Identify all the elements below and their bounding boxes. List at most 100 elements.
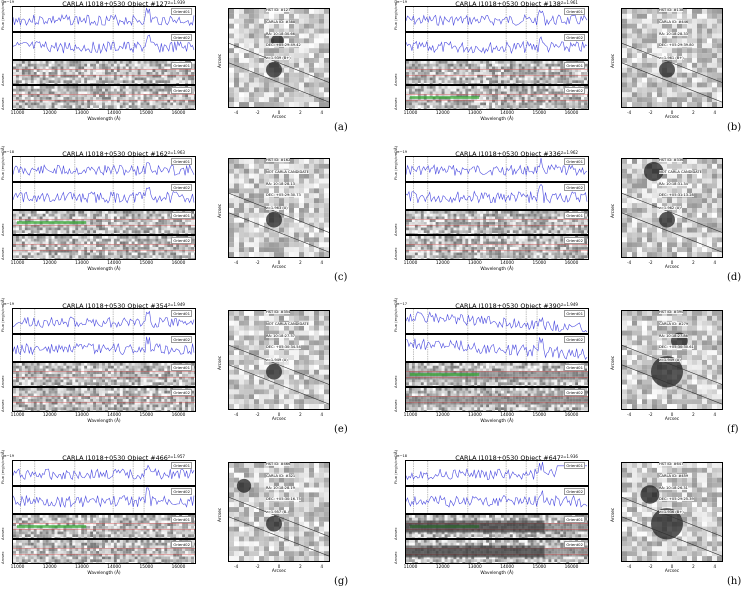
wavelength-tick-label: 13000 [75,565,89,570]
spectrum-orient02: Orient02 [405,486,589,514]
orient02-label: Orient02 [171,237,192,244]
cutout-image [622,463,722,561]
cutout-tick-label: 4 [320,110,324,115]
spectrum-orient02: Orient02 [12,32,196,60]
wavelength-tick-label: 15000 [532,413,547,418]
cutout-tick-label: 4 [320,260,324,265]
hst-cutout [228,310,330,410]
cutout-tick-label: 0 [277,260,281,265]
2d-spectrum-orient02: Orient02 [12,85,196,110]
panel-title: CARLA J1018+0530 Object #138 [455,0,561,8]
wavelength-tick-label: 12000 [42,565,57,570]
wavelength-tick-label: 11000 [403,413,418,418]
cutout-tick-label: 2 [299,110,302,115]
flux-axis-label: Flux (erg/s/cm²/Å) [393,449,398,484]
2d-spectrum-image-1 [406,363,588,386]
arcsec-axis-label: Arcsec [393,527,398,540]
object-info-line: z=1.957 (B-) [266,510,289,514]
panel-letter: (b) [727,122,742,133]
cutout-tick-label: 0 [670,260,674,265]
object-info-line: DEC: +05:30:34.54 [266,345,301,349]
cutout-y-axis-label: Arcsec [611,355,616,370]
wavelength-ticks: 11000 12000 13000 14000 15000 16000 [11,111,196,119]
object-info-line: HST ID: #647 [659,462,684,466]
wavelength-tick-label: 11000 [10,413,25,418]
wavelength-tick-label: 13000 [75,413,89,418]
2d-spectrum-orient01: Orient01 [12,514,196,539]
wavelength-tick-label: 14000 [107,261,121,266]
spectrum-plot-1 [13,461,195,485]
spectrum-plot-2 [13,487,195,513]
2d-spectrum-orient01: Orient01 [405,362,589,387]
wavelength-tick-label: 12000 [42,111,57,116]
panel-title: CARLA J1018+0530 Object #390 [455,302,561,310]
wavelength-tick-label: 14000 [107,413,121,418]
spectrum-orient02: Orient02 [405,334,589,362]
wavelength-tick-label: 15000 [139,111,154,116]
cutout-image [229,311,329,409]
object-info-line: z=1.939 (B+) [266,56,291,60]
flux-exponent: 1e−19 [2,0,15,4]
orient01-label: Orient01 [564,310,585,317]
cutout-tick-label: -2 [648,412,653,417]
flux-axis-label: Flux (erg/s/cm²/Å) [393,297,398,332]
panel-redshift: z=1.957 [168,454,185,459]
object-info-line: DEC: +05:30:30.61 [659,345,694,349]
wavelength-axis-label: Wavelength (Å) [480,117,514,122]
cutout-tick-label: 4 [713,564,717,569]
panel-title: CARLA J1018+0530 Object #127 [62,0,168,8]
spectrum-plot-2 [406,335,588,361]
wavelength-tick-label: 13000 [75,111,89,116]
2d-spectrum-orient02: Orient02 [405,387,589,412]
cutout-y-axis-label: Arcsec [218,355,223,370]
panel-redshift: z=1.961 [561,0,578,5]
flux-axis-label: Flux (erg/s/cm²/Å) [0,0,5,30]
cutout-ticks: -4 -2 0 2 4 [228,110,330,116]
object-info-line: z=1.949 (A) [266,358,288,362]
arcsec-axis-label-2: Arcsec [0,399,5,412]
wavelength-ticks: 11000 12000 13000 14000 15000 16000 [404,261,589,269]
cutout-tick-label: -4 [627,412,632,417]
2d-spectrum-image-2 [406,388,588,411]
spectrum-panel-g: 1e−19 CARLA J1018+0530 Object #466 z=1.9… [0,450,360,600]
wavelength-tick-label: 14000 [107,565,121,570]
arcsec-axis-label-2: Arcsec [393,97,398,110]
object-info-line: z=1.936 (B+) [659,510,684,514]
arcsec-axis-label: Arcsec [393,73,398,86]
orient01-label: Orient01 [171,310,192,317]
wavelength-tick-label: 13000 [468,111,482,116]
wavelength-axis-label: Wavelength (Å) [480,419,514,424]
cutout-tick-label: 4 [713,260,717,265]
object-info-line: HST ID: #162 [266,158,291,162]
arcsec-axis-label: Arcsec [393,223,398,236]
cutout-tick-label: 0 [277,564,281,569]
spectrum-orient01: Orient01 [12,156,196,182]
2d-spectrum-orient01: Orient01 [12,362,196,387]
2d-spectrum-orient01: Orient01 [405,60,589,85]
2d-spectrum-orient02: Orient02 [405,85,589,110]
spectrum-orient01: Orient01 [405,308,589,334]
wavelength-ticks: 11000 12000 13000 14000 15000 16000 [403,413,589,421]
orient01-label: Orient01 [564,8,585,15]
spectrum-orient01: Orient01 [405,460,589,486]
object-info-line: RA: 10:18:27.37 [266,334,295,338]
cutout-tick-label: -2 [255,260,260,265]
wavelength-tick-label: 16000 [171,261,186,266]
object-info-line: HST ID: #336 [659,158,684,162]
cutout-ticks: -4 -2 0 2 4 [228,412,330,418]
orient02-label: Orient02 [564,34,585,41]
object-info-line: z=1.962 (A) [659,206,681,210]
cutout-tick-label: 0 [277,412,281,417]
cutout-axis-label: Arcsec [664,115,680,120]
orient02-label: Orient02 [171,87,192,94]
wavelength-tick-label: 13000 [468,261,482,266]
cutout-image [622,311,722,409]
wavelength-tick-label: 16000 [171,413,186,418]
wavelength-tick-label: 14000 [500,261,514,266]
cutout-y-axis-label: Arcsec [218,507,223,522]
orient02-label: Orient02 [564,541,585,548]
object-info-line: DEC: +05:31:13.28 [659,193,694,197]
wavelength-tick-label: 16000 [564,111,579,116]
cutout-y-axis-label: Arcsec [218,203,223,218]
wavelength-ticks: 11000 12000 13000 14000 15000 16000 [11,565,196,573]
